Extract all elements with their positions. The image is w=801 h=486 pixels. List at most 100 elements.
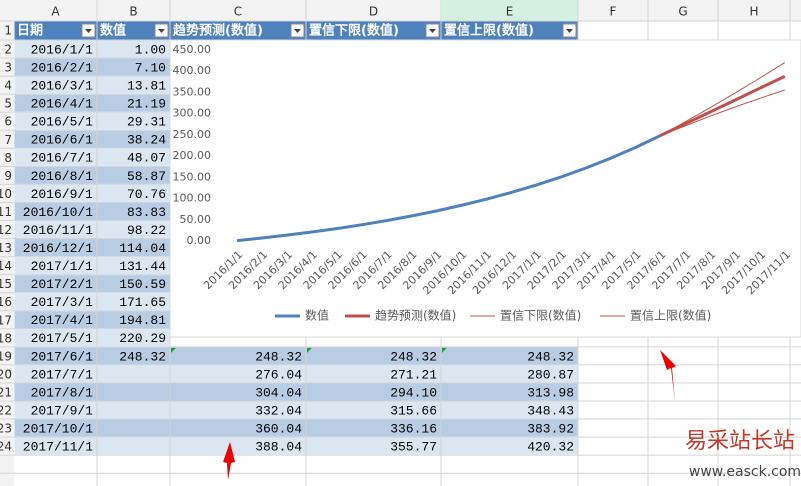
row-number: 18 [0, 331, 12, 345]
header-cell: 数值 [100, 23, 126, 39]
cell-bg [441, 401, 578, 419]
header-cell: 置信上限(数值) [444, 23, 534, 39]
cell-bg [14, 184, 97, 202]
filter-arrow [158, 29, 165, 33]
cell: 276.04 [255, 367, 302, 382]
column-header: C [234, 5, 242, 19]
cell: 336.16 [390, 421, 437, 436]
cell-bg [441, 365, 578, 383]
cell-bg [14, 202, 97, 220]
row-number: 19 [0, 349, 12, 363]
cell: 388.04 [255, 440, 302, 455]
row-number: 16 [0, 295, 12, 309]
cell-bg [97, 437, 170, 455]
row-number: 4 [4, 79, 12, 93]
column-header: D [369, 5, 378, 19]
y-tick-label: 350.00 [173, 85, 212, 98]
row-number: 15 [0, 277, 12, 291]
cell-bg [306, 383, 441, 401]
cell: 248.32 [527, 349, 574, 364]
cell: 29.31 [127, 115, 166, 130]
row-number: 2 [4, 43, 12, 57]
cell: 360.04 [255, 421, 302, 436]
cell-bg [306, 401, 441, 419]
series-line [660, 89, 785, 137]
error-indicator [442, 347, 447, 353]
cell: 2016/8/1 [31, 169, 94, 184]
cell-bg [97, 293, 170, 311]
row-number: 10 [0, 187, 12, 201]
row-number: 5 [4, 97, 12, 111]
cell-bg [97, 419, 170, 437]
cell-bg [14, 76, 97, 94]
cell-bg [170, 419, 306, 437]
cell-bg [97, 130, 170, 148]
cell-bg [14, 148, 97, 166]
cell: 2016/1/1 [31, 42, 94, 57]
watermark-title: 易采站长站 [685, 429, 795, 454]
cell-bg [306, 21, 441, 40]
cell: 2016/4/1 [31, 97, 94, 112]
cell-bg [97, 221, 170, 239]
y-tick-label: 400.00 [173, 64, 212, 77]
cell: 2017/4/1 [31, 313, 94, 328]
cell: 2017/3/1 [31, 295, 94, 310]
cell-bg [97, 166, 170, 184]
filter-arrow [85, 29, 92, 33]
series-line [236, 134, 661, 243]
cell: 355.77 [390, 440, 437, 455]
cell: 304.04 [255, 385, 302, 400]
row-header-bar [0, 21, 14, 486]
cell: 2017/11/1 [23, 440, 93, 455]
cell-bg [97, 184, 170, 202]
row-number: 12 [0, 223, 12, 237]
cell: 98.22 [127, 223, 166, 238]
cell: 332.04 [255, 403, 302, 418]
cell: 420.32 [527, 440, 574, 455]
cell: 2017/2/1 [31, 277, 94, 292]
cell-bg [170, 437, 306, 455]
cell: 248.32 [390, 349, 437, 364]
row-number: 13 [0, 241, 12, 255]
cell-bg [14, 275, 97, 293]
legend-label: 置信下限(数值) [500, 308, 581, 323]
cell: 83.83 [127, 205, 166, 220]
cell: 2017/1/1 [31, 259, 94, 274]
filter-arrow [566, 29, 573, 33]
cell-bg [14, 329, 97, 347]
cell-bg [14, 221, 97, 239]
header-cell: 置信下限(数值) [309, 23, 399, 39]
cell-bg [170, 347, 306, 365]
selected-column [441, 0, 578, 21]
cell-bg [97, 21, 170, 40]
cell: 7.10 [135, 60, 166, 75]
cell-bg [97, 329, 170, 347]
cell: 2016/10/1 [23, 205, 93, 220]
cell: 13.81 [127, 79, 166, 94]
cell-bg [14, 419, 97, 437]
cell-bg [14, 58, 97, 76]
y-tick-label: 200.00 [173, 149, 212, 162]
cell-bg [97, 365, 170, 383]
column-header: A [51, 5, 60, 19]
row-number: 21 [0, 385, 12, 399]
cell-bg [97, 94, 170, 112]
header-cell: 日期 [17, 24, 43, 39]
column-header-bar [0, 0, 801, 21]
row-number: 14 [0, 259, 12, 273]
arrow [660, 350, 676, 402]
cell-bg [14, 239, 97, 257]
chart-area [169, 39, 801, 338]
cell: 38.24 [127, 133, 166, 148]
row-number: 23 [0, 422, 12, 436]
cell-bg [441, 383, 578, 401]
cell: 70.76 [127, 187, 166, 202]
row-number: 3 [4, 61, 12, 75]
cell-bg [14, 383, 97, 401]
cell: 1.00 [135, 42, 166, 57]
row-number: 8 [4, 151, 12, 165]
cell-bg [97, 40, 170, 58]
error-indicator [171, 347, 176, 353]
cell: 150.59 [119, 277, 166, 292]
